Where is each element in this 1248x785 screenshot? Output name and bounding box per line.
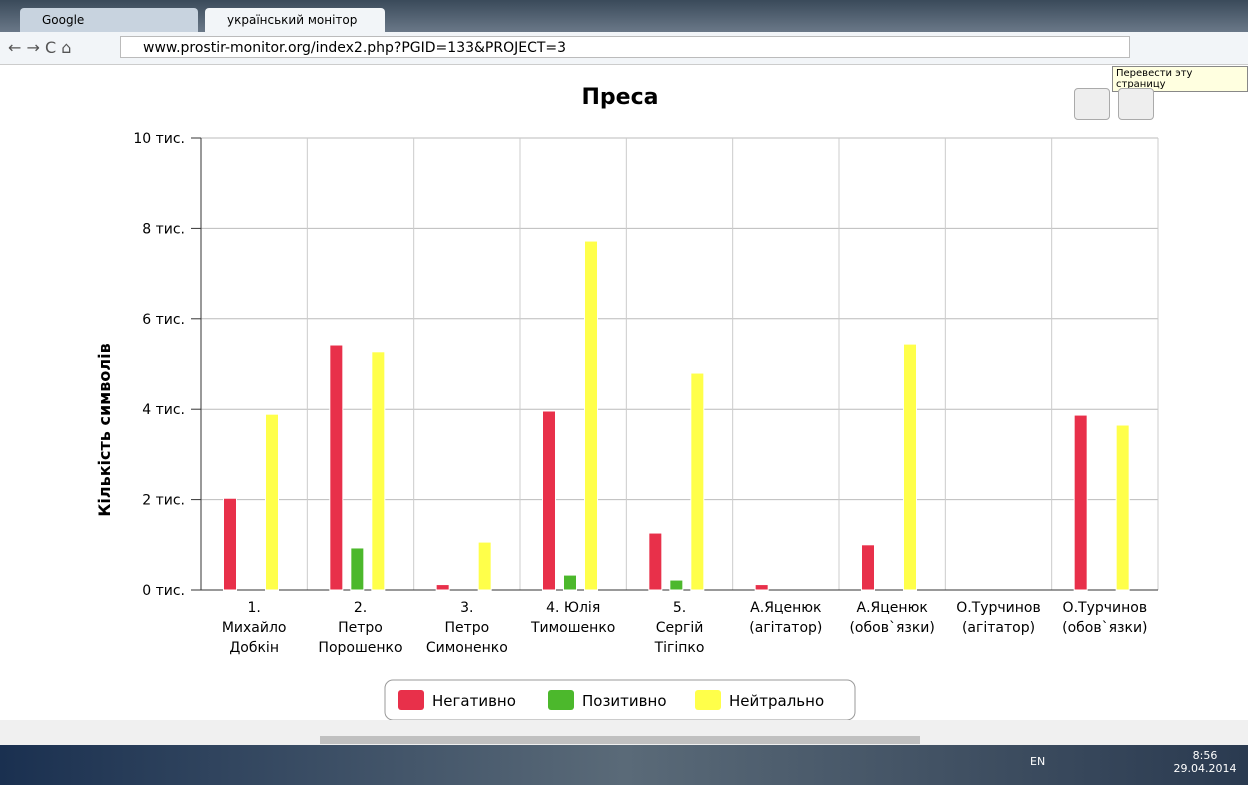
x-tick-label: 2.: [354, 600, 367, 616]
tab-title: український монітор: [227, 13, 357, 27]
tab[interactable]: український монітор: [205, 8, 385, 32]
bar: [670, 580, 683, 590]
date: 29.04.2014: [1170, 762, 1240, 775]
y-tick-label: 2 тис.: [142, 493, 185, 509]
chart-title: Преса: [582, 85, 659, 110]
tab[interactable]: Google: [20, 8, 198, 32]
bar: [862, 545, 875, 590]
bar: [266, 414, 279, 590]
legend-swatch: [695, 690, 721, 710]
bar: [330, 345, 343, 590]
bar: [564, 575, 577, 590]
x-tick-label: Тігіпко: [654, 640, 705, 656]
legend-label: Позитивно: [582, 692, 667, 710]
bar: [755, 585, 768, 590]
x-tick-label: 5.: [673, 600, 686, 616]
x-tick-label: 1.: [247, 600, 260, 616]
y-tick-label: 8 тис.: [142, 221, 185, 237]
bar: [649, 533, 662, 590]
bar: [691, 373, 704, 590]
x-tick-label: Михайло: [222, 620, 287, 636]
y-tick-label: 0 тис.: [142, 583, 185, 599]
legend-label: Негативно: [432, 692, 516, 710]
bar: [585, 241, 598, 590]
bar: [1116, 425, 1129, 590]
x-tick-label: А.Яценюк: [750, 600, 821, 616]
x-tick-label: (обов`язки): [849, 620, 934, 636]
x-tick-label: (обов`язки): [1062, 620, 1147, 636]
toolbar: ← → C ⌂ www.prostir-monitor.org/index2.p…: [0, 32, 1248, 65]
time: 8:56: [1170, 749, 1240, 762]
x-tick-label: Порошенко: [318, 640, 402, 656]
bar: [904, 344, 917, 590]
language[interactable]: EN: [1030, 755, 1045, 768]
x-tick-label: О.Турчинов: [956, 600, 1041, 616]
tab-bar: Google український монітор: [0, 0, 1248, 32]
bar: [224, 498, 237, 590]
x-tick-label: 4. Юлія: [546, 600, 600, 616]
y-axis-title: Кількість символів: [95, 343, 114, 516]
x-tick-label: Сергій: [656, 620, 704, 636]
nav-buttons[interactable]: ← → C ⌂: [8, 38, 71, 57]
url: www.prostir-monitor.org/index2.php?PGID=…: [143, 40, 566, 56]
x-tick-label: Петро: [338, 620, 383, 636]
x-tick-label: 3.: [460, 600, 473, 616]
tab-title: Google: [42, 13, 84, 27]
bar: [1074, 415, 1087, 590]
legend-swatch: [398, 690, 424, 710]
scrollbar[interactable]: [0, 720, 1248, 745]
x-tick-label: (агітатор): [749, 620, 822, 636]
x-tick-label: Тимошенко: [530, 620, 615, 636]
x-tick-label: А.Яценюк: [857, 600, 928, 616]
legend-swatch: [548, 690, 574, 710]
page: Google український монітор ← → C ⌂ www.p…: [0, 0, 1248, 785]
x-tick-label: Симоненко: [426, 640, 508, 656]
bar: [478, 542, 491, 590]
x-tick-label: О.Турчинов: [1063, 600, 1148, 616]
x-tick-label: Добкін: [229, 640, 279, 656]
x-tick-label: Петро: [444, 620, 489, 636]
y-tick-label: 10 тис.: [133, 131, 185, 147]
bar: [436, 585, 449, 590]
legend-label: Нейтрально: [729, 692, 824, 710]
bar: [372, 352, 385, 590]
y-tick-label: 4 тис.: [142, 402, 185, 418]
bar: [543, 411, 556, 590]
bar: [351, 548, 364, 590]
y-tick-label: 6 тис.: [142, 312, 185, 328]
x-tick-label: (агітатор): [962, 620, 1035, 636]
address-bar[interactable]: www.prostir-monitor.org/index2.php?PGID=…: [120, 36, 1130, 58]
chart: Преса Кількість символів 0 тис. 2 тис. 4 т…: [0, 64, 1248, 720]
